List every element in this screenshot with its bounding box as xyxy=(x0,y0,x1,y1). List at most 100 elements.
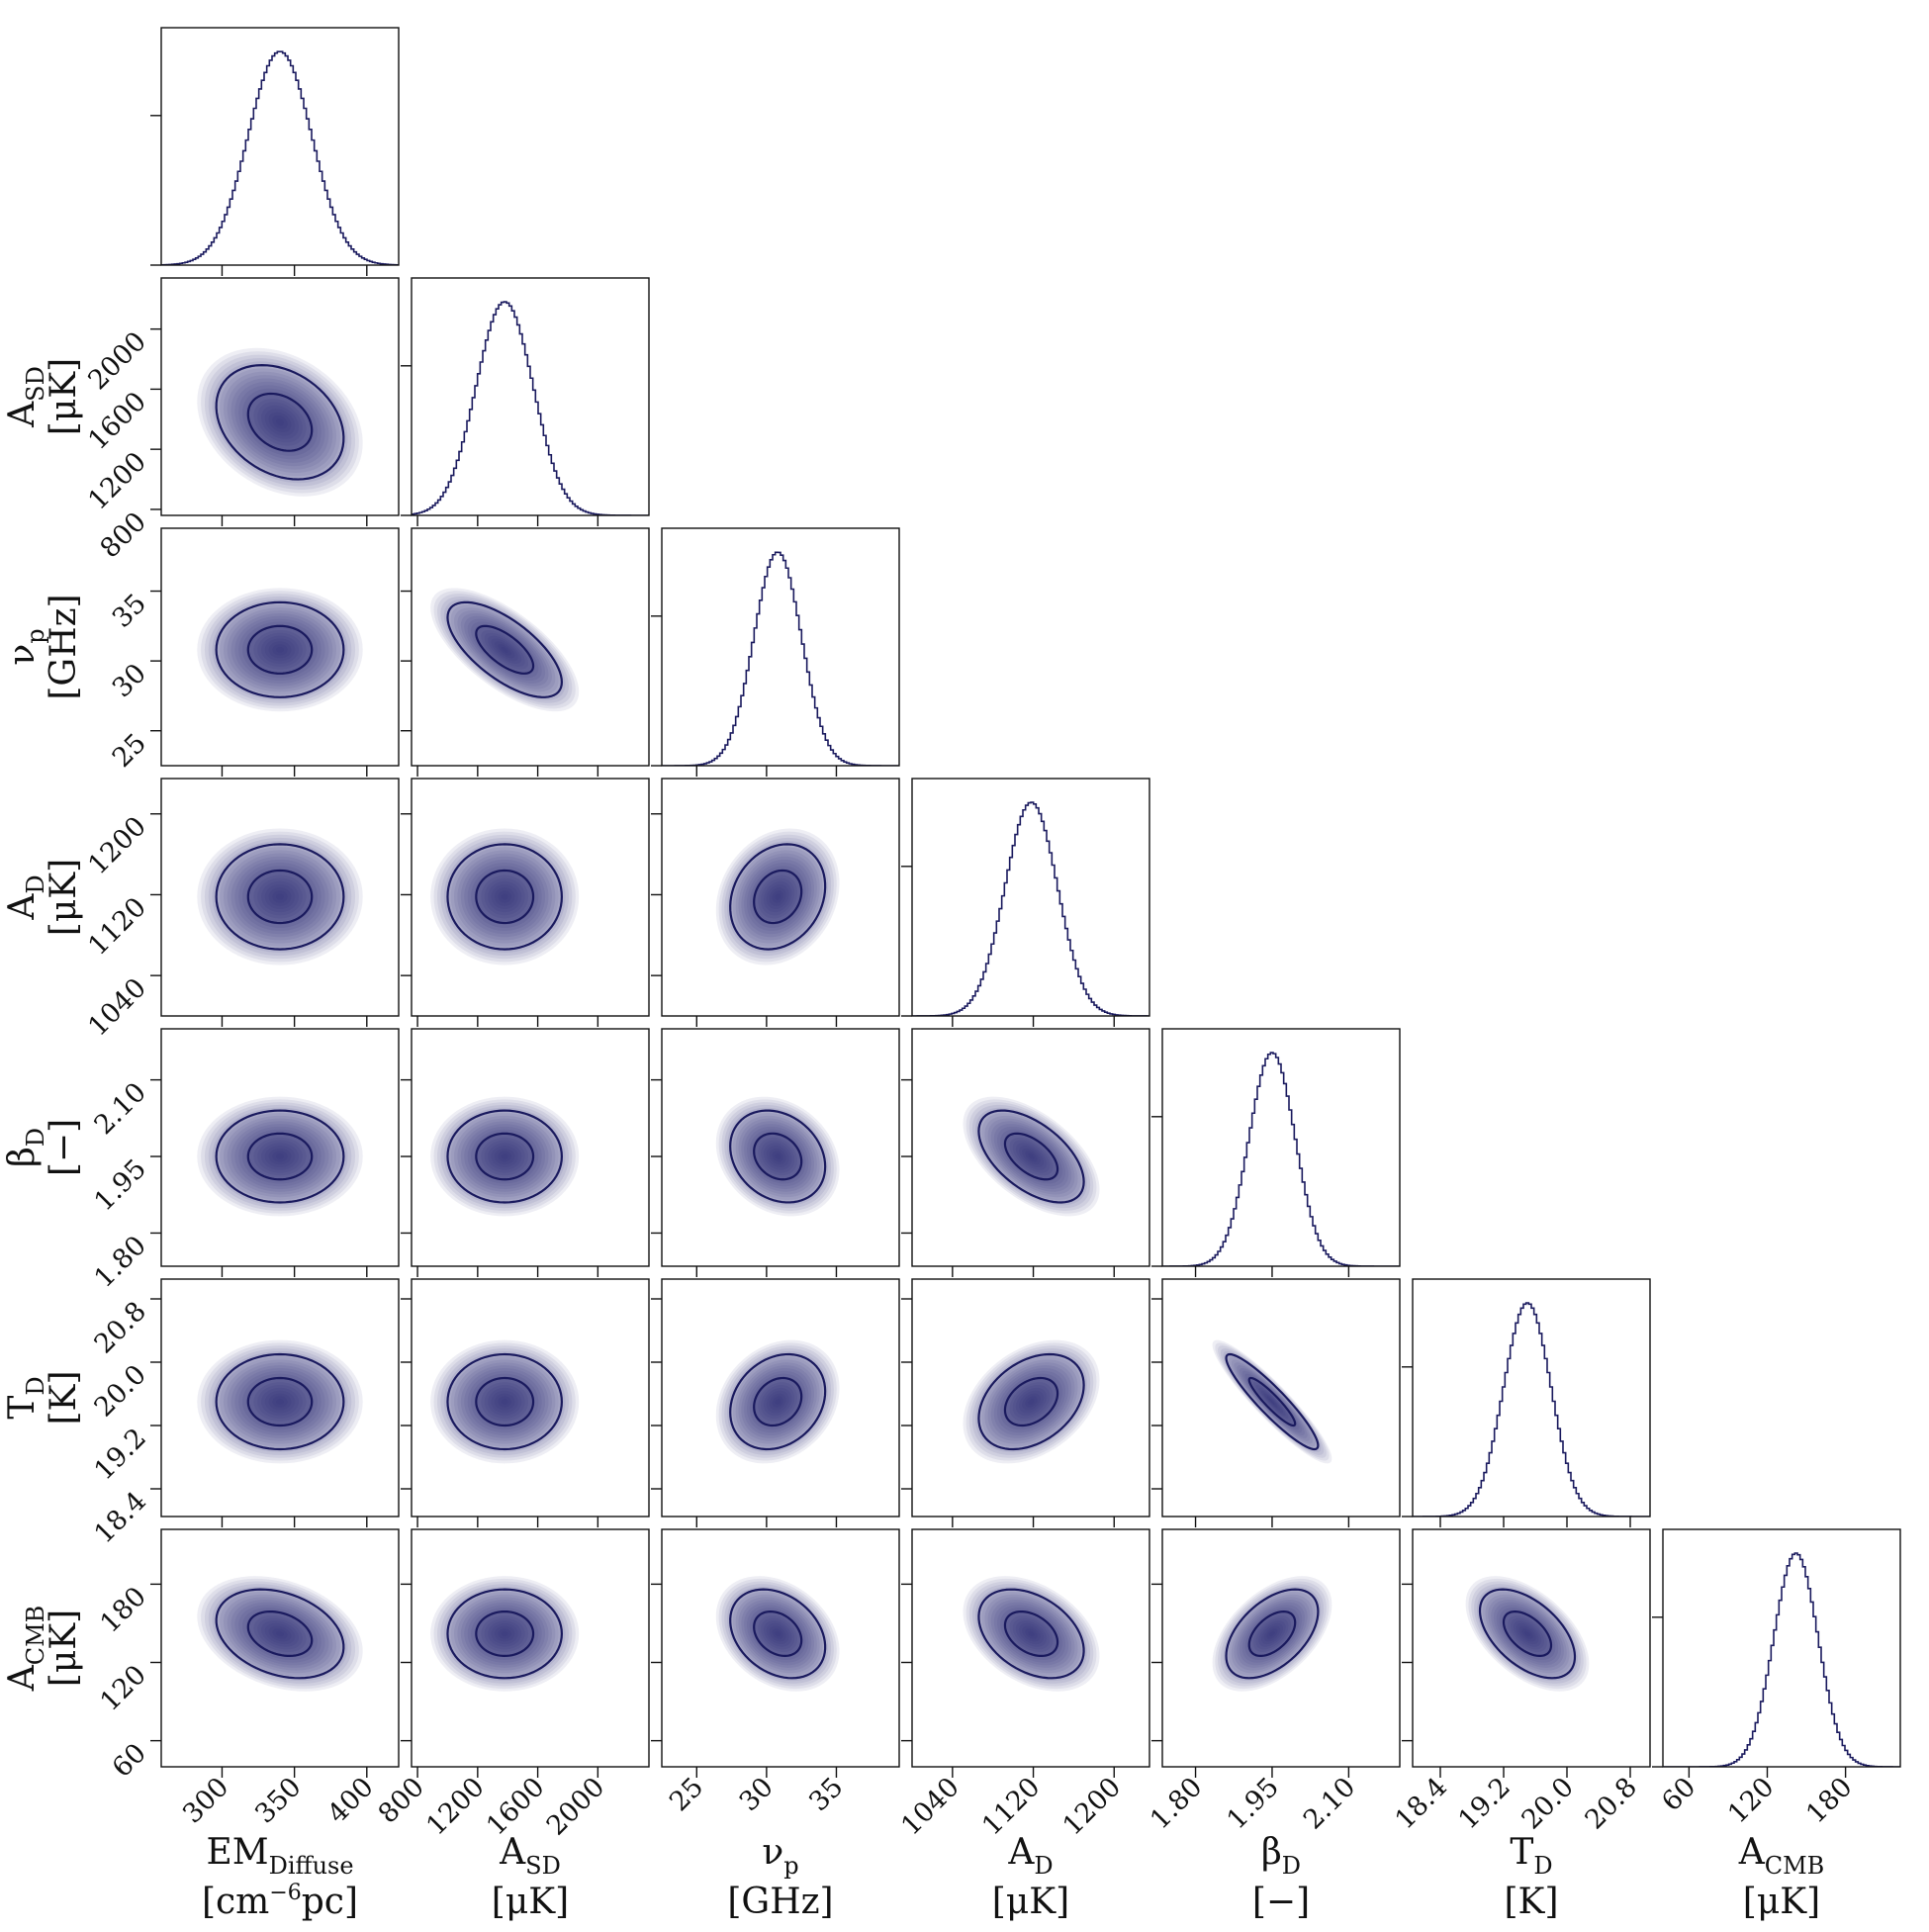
contour-2sigma xyxy=(729,1588,827,1680)
contour-panel-ad-vs-em xyxy=(150,778,400,1027)
x-tick-label-acmb: 180 xyxy=(1800,1772,1858,1829)
contour-panel-betad-vs-asd xyxy=(401,1028,650,1277)
contour-1sigma xyxy=(1003,1610,1059,1658)
contour-panel-nup-vs-asd xyxy=(401,527,650,777)
y-axis-label-acmb: ACMB xyxy=(2,1606,49,1693)
panel-frame xyxy=(160,27,400,266)
x-tick-label-td: 18.4 xyxy=(1390,1772,1453,1835)
contour-2sigma xyxy=(1225,1352,1320,1451)
contour-2sigma xyxy=(215,600,345,698)
x-tick-label-td: 20.8 xyxy=(1580,1772,1643,1835)
hist-panel-asd xyxy=(401,277,650,526)
x-tick-label-acmb: 60 xyxy=(1656,1772,1701,1817)
y-axis-unit-acmb: [μK] xyxy=(44,1610,84,1687)
x-axis-label-ad: AD xyxy=(1007,1832,1053,1880)
contour-1sigma xyxy=(475,1610,535,1658)
x-axis-unit-nup: [GHz] xyxy=(727,1882,833,1922)
y-axis-label-nup: νp xyxy=(2,628,49,665)
hist-panel-nup xyxy=(651,527,900,777)
contour-1sigma xyxy=(753,1376,803,1427)
contour-panel-td-vs-asd xyxy=(401,1278,650,1527)
contour-2sigma xyxy=(215,1588,345,1680)
x-tick-label-ad: 1200 xyxy=(1057,1772,1128,1842)
x-axis-label-acmb: ACMB xyxy=(1738,1832,1825,1880)
x-tick-label-em: 400 xyxy=(322,1772,379,1829)
panel-frame xyxy=(661,778,900,1017)
panel-frame xyxy=(1662,1528,1901,1768)
y-tick-label-asd: 2000 xyxy=(82,326,152,397)
panel-frame xyxy=(911,1528,1150,1768)
panel-frame xyxy=(160,527,400,767)
contour-2sigma xyxy=(1225,1588,1320,1680)
x-tick-label-td: 19.2 xyxy=(1453,1772,1516,1835)
contour-2sigma xyxy=(977,1109,1085,1204)
contour-panel-acmb-vs-betad xyxy=(1151,1528,1401,1778)
x-tick-label-ad: 1120 xyxy=(976,1772,1047,1842)
panel-frame xyxy=(661,1278,900,1518)
y-tick-label-ad: 1040 xyxy=(82,972,152,1043)
y-tick-label-ad: 1120 xyxy=(82,891,152,962)
y-axis-unit-nup: [GHz] xyxy=(44,594,84,699)
contour-2sigma xyxy=(446,600,564,698)
x-tick-label-betad: 2.10 xyxy=(1298,1772,1361,1835)
contour-panel-ad-vs-nup xyxy=(651,778,900,1027)
y-tick-label-betad: 1.95 xyxy=(89,1153,152,1217)
contour-2sigma xyxy=(215,363,345,481)
x-axis-label-nup: νp xyxy=(762,1832,798,1880)
panel-frame xyxy=(911,778,1150,1017)
contour-2sigma xyxy=(446,843,564,951)
contour-panel-td-vs-nup xyxy=(651,1278,900,1527)
panel-frame xyxy=(1161,1278,1401,1518)
histogram-ad xyxy=(912,801,1149,1016)
y-tick-label-acmb: 120 xyxy=(95,1660,152,1717)
histogram-asd xyxy=(412,301,649,515)
contour-panel-ad-vs-asd xyxy=(401,778,650,1027)
hist-panel-em xyxy=(150,27,400,276)
y-tick-label-td: 20.8 xyxy=(89,1296,152,1359)
contour-1sigma xyxy=(475,1376,535,1427)
contour-1sigma xyxy=(1502,1610,1553,1658)
contour-1sigma xyxy=(246,869,314,925)
y-tick-label-asd: 1200 xyxy=(82,446,152,516)
y-tick-label-acmb: 60 xyxy=(107,1738,152,1784)
contour-2sigma xyxy=(977,1352,1085,1451)
contour-panel-betad-vs-ad xyxy=(901,1028,1150,1277)
panel-frame xyxy=(160,1528,400,1768)
contour-1sigma xyxy=(246,1376,314,1427)
x-axis-unit-betad: [−] xyxy=(1252,1882,1310,1922)
panel-frame xyxy=(661,527,900,767)
contour-2sigma xyxy=(215,1352,345,1451)
x-tick-label-asd: 1200 xyxy=(420,1772,491,1842)
contour-panel-td-vs-betad xyxy=(1151,1278,1401,1527)
histogram-nup xyxy=(662,551,899,766)
hist-panel-ad xyxy=(901,778,1150,1027)
histogram-em xyxy=(161,50,399,265)
x-axis-unit-asd: [μK] xyxy=(492,1882,569,1922)
y-axis-label-asd: ASD xyxy=(2,366,49,428)
panel-frame xyxy=(1412,1528,1651,1768)
contour-1sigma xyxy=(753,1132,803,1181)
panel-frame xyxy=(661,1028,900,1267)
panel-frame xyxy=(1161,1028,1401,1267)
panel-frame xyxy=(911,1028,1150,1267)
contour-2sigma xyxy=(446,1588,564,1680)
y-tick-label-acmb: 180 xyxy=(95,1581,152,1638)
panel-frame xyxy=(411,778,650,1017)
y-axis-label-ad: AD xyxy=(2,874,49,920)
y-tick-label-td: 19.2 xyxy=(89,1423,152,1486)
contour-1sigma xyxy=(1247,1376,1297,1427)
y-tick-label-asd: 1600 xyxy=(82,386,152,456)
contour-panel-td-vs-ad xyxy=(901,1278,1150,1527)
contour-panel-acmb-vs-nup xyxy=(651,1528,900,1778)
y-tick-label-nup: 30 xyxy=(107,658,152,703)
x-tick-label-asd: 2000 xyxy=(541,1772,611,1842)
panel-frame xyxy=(1412,1278,1651,1518)
x-axis-label-td: TD xyxy=(1510,1832,1552,1880)
x-tick-label-betad: 1.95 xyxy=(1221,1772,1284,1835)
y-tick-label-td: 18.4 xyxy=(89,1486,152,1549)
x-tick-label-nup: 35 xyxy=(803,1772,849,1817)
y-tick-label-betad: 1.80 xyxy=(89,1230,152,1293)
histogram-td xyxy=(1413,1302,1650,1517)
x-tick-label-nup: 25 xyxy=(664,1772,709,1817)
contour-panel-asd-vs-em xyxy=(150,277,400,526)
